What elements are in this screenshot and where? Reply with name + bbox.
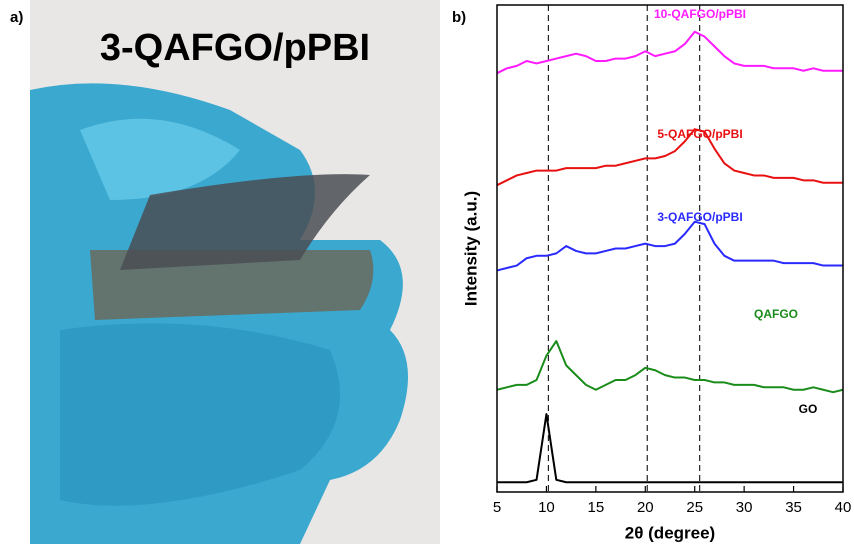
series-label: 3-QAFGO/pPBI [657,210,742,224]
series-label: 5-QAFGO/pPBI [657,127,742,141]
chart: b) GO QAFGO 3-QAFGO/pPBI 5-QAFGO/pPBI 10-QAFG… [452,4,852,542]
y-axis-label: Intensity (a.u.) [461,191,480,306]
x-axis-label: 2θ (degree) [625,523,715,542]
photo: a) 3-QAFGO/pPBI [10,0,440,544]
x-tick-label: 40 [835,499,852,516]
x-tick-label: 25 [686,499,703,516]
series-line [496,340,844,394]
series-label: QAFGO [754,307,798,321]
panel-label: a) [10,9,23,26]
x-tick-label: 10 [538,499,555,516]
series-line [496,220,843,272]
series-line [496,30,843,75]
film-roll [120,174,370,270]
plot-frame [496,4,844,493]
x-tick-label: 35 [785,499,802,516]
photo-title: 3-QAFGO/pPBI [100,27,370,69]
series-line [497,413,843,484]
x-tick-label: 15 [588,499,605,516]
x-tick-label: 30 [736,499,753,516]
series-label: GO [799,402,818,416]
x-tick-label: 20 [637,499,654,516]
x-tick-label: 5 [493,499,501,516]
series-label: 10-QAFGO/pPBI [654,7,746,21]
glove-highlight [80,118,240,200]
glove-fingers [60,323,340,506]
series-line [496,128,843,187]
panel-label: b) [452,9,466,26]
